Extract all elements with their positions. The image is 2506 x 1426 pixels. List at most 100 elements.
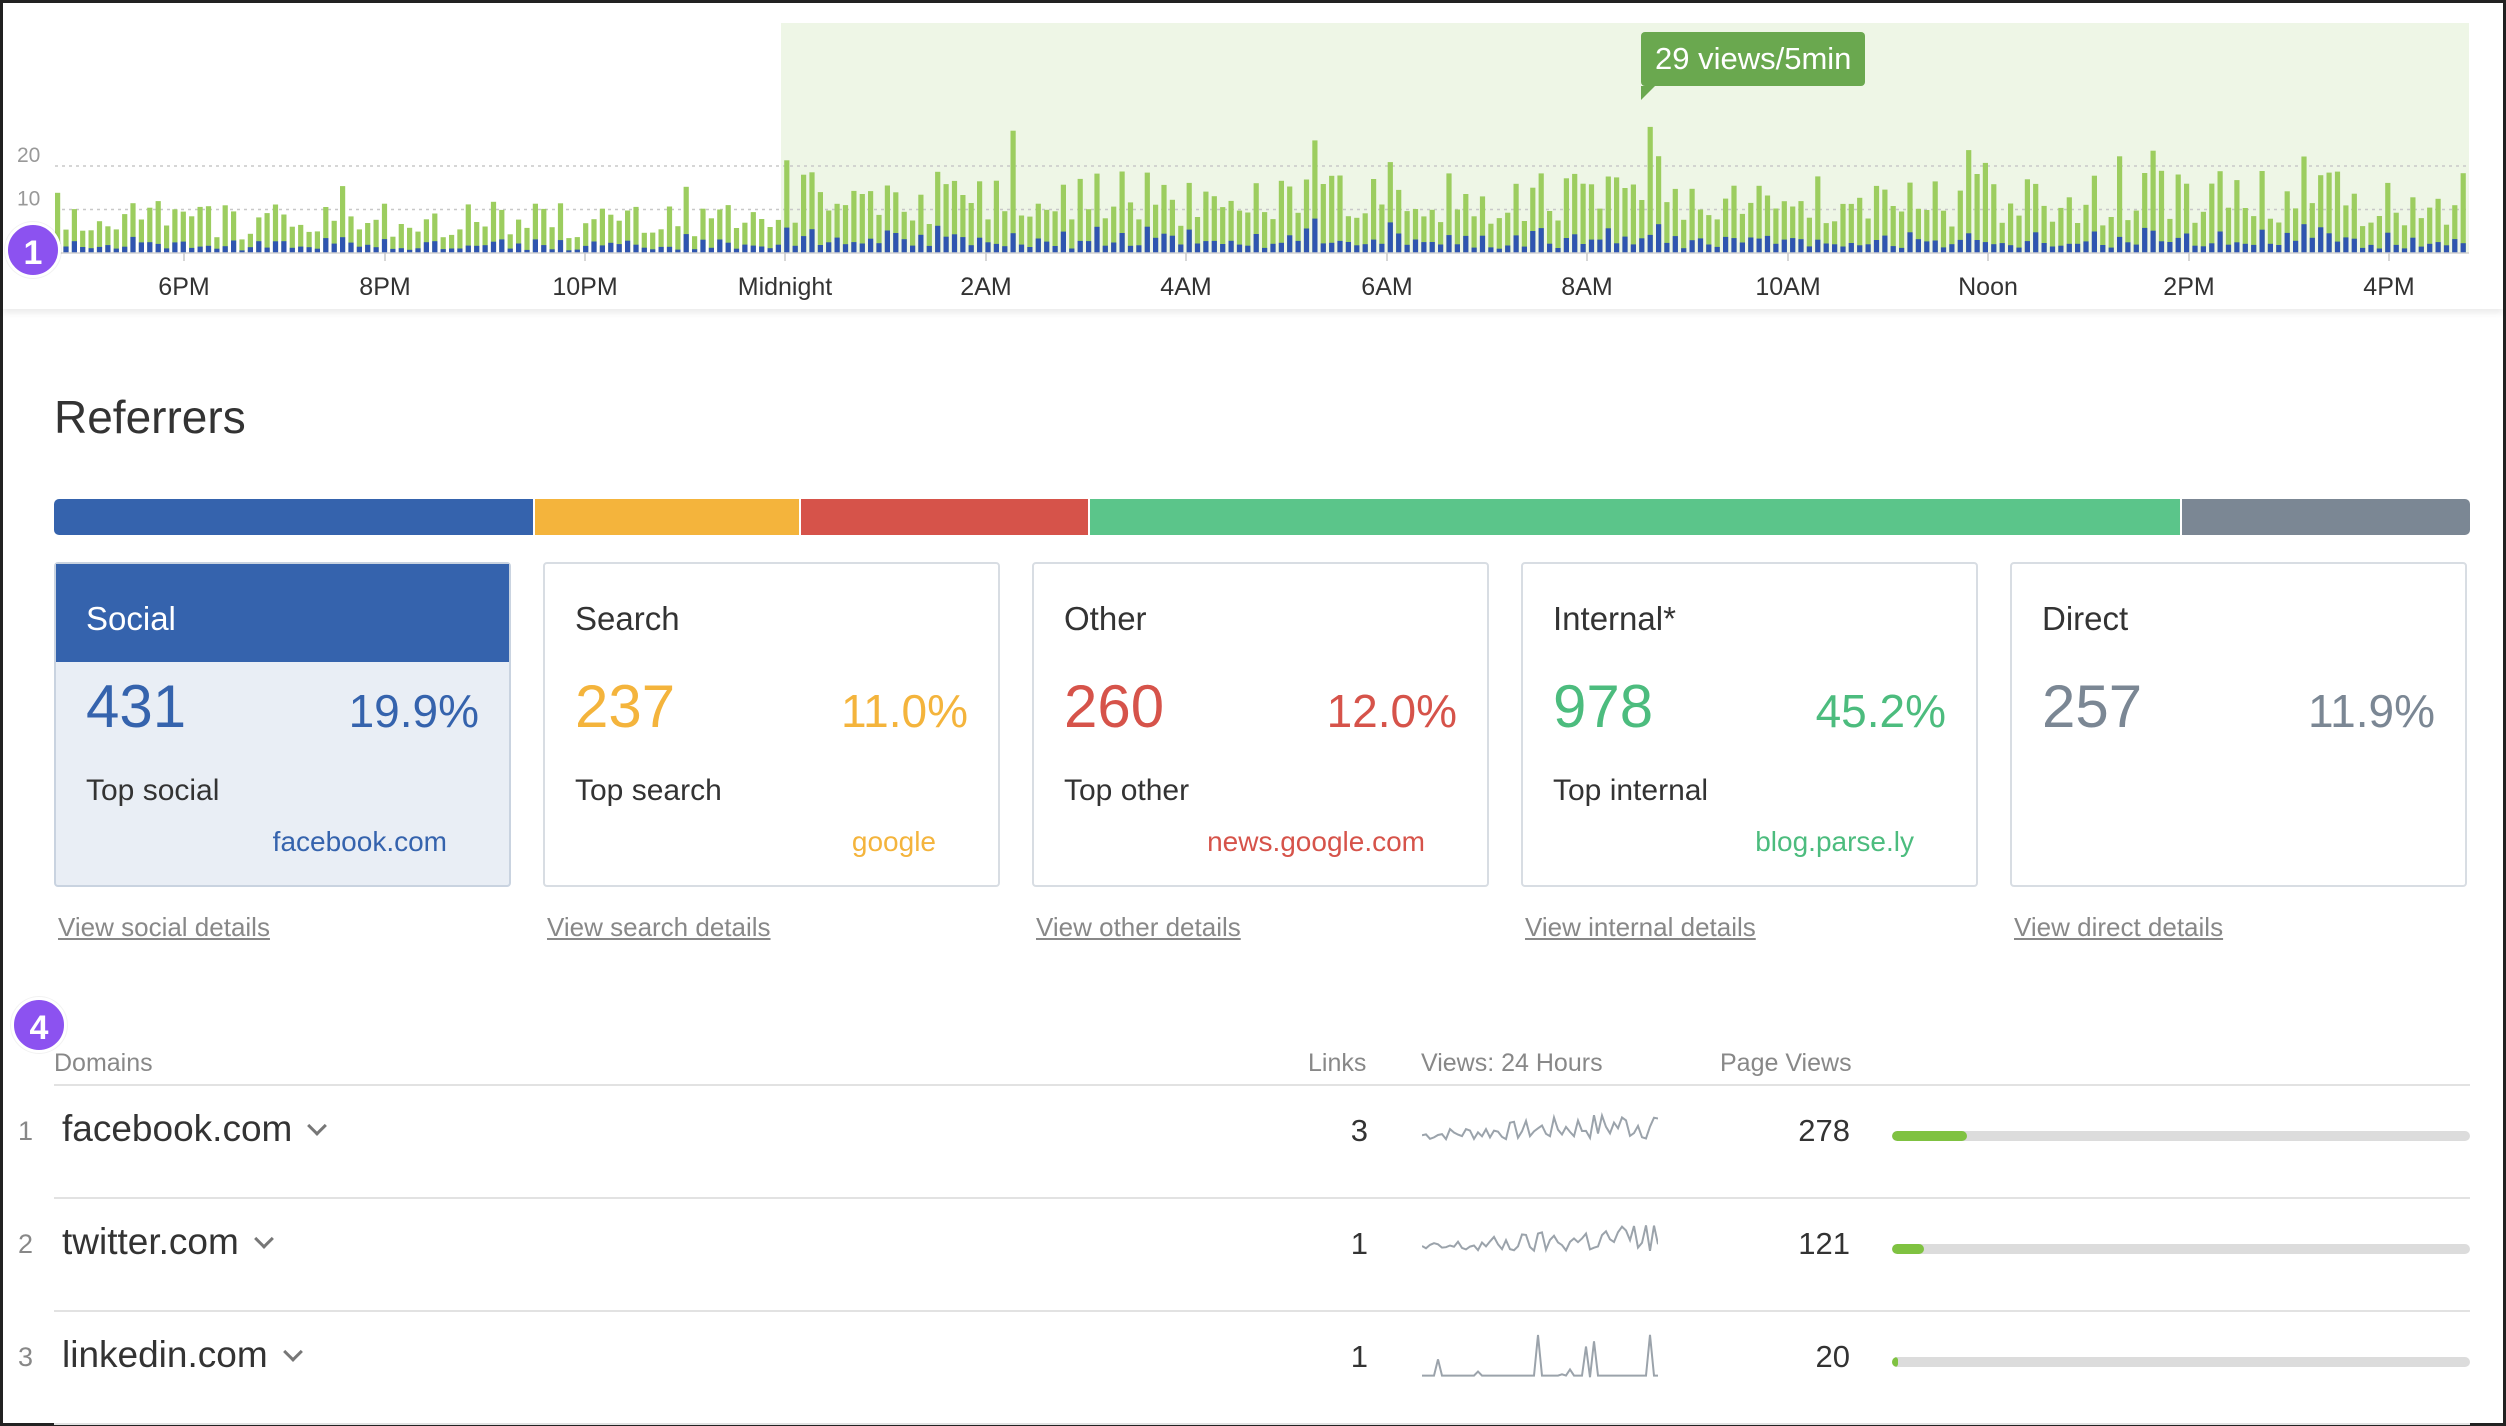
chart-bar bbox=[2301, 156, 2307, 253]
chart-bar bbox=[1714, 219, 1720, 253]
chart-bar-social bbox=[1957, 239, 1963, 253]
chart-bar-social bbox=[2452, 239, 2458, 253]
callout-badge-4: 4 bbox=[11, 997, 67, 1053]
chart-bar bbox=[868, 191, 874, 253]
chart-bar-social bbox=[2385, 232, 2391, 253]
card-top-value[interactable]: news.google.com bbox=[1207, 826, 1425, 857]
chart-bar bbox=[1421, 216, 1427, 253]
distribution-segment-social[interactable] bbox=[54, 499, 535, 535]
chart-bar bbox=[256, 217, 262, 253]
chart-bar bbox=[1547, 211, 1553, 253]
chart-bar bbox=[1270, 219, 1276, 253]
chevron-down-icon[interactable] bbox=[307, 1116, 328, 1136]
chart-bar bbox=[1630, 184, 1636, 253]
referrer-distribution-bar bbox=[54, 499, 2470, 535]
chart-bar-social bbox=[2108, 247, 2114, 253]
referrer-card-direct[interactable]: Direct 257 11.9% bbox=[2010, 562, 2467, 887]
chart-bar-social bbox=[1764, 235, 1771, 253]
distribution-segment-search[interactable] bbox=[534, 499, 801, 535]
chart-bar bbox=[507, 234, 513, 253]
row-sparkline bbox=[1422, 1112, 1658, 1142]
card-count: 260 bbox=[1064, 673, 1165, 740]
view-social-details-link[interactable]: View social details bbox=[58, 912, 270, 942]
column-header-page-views[interactable]: Page Views bbox=[1720, 1049, 1852, 1077]
chart-bar-social bbox=[516, 243, 522, 253]
chart-bar-social bbox=[1412, 239, 1419, 253]
chart-bar bbox=[1220, 207, 1226, 253]
column-header-domains[interactable]: Domains bbox=[54, 1049, 153, 1077]
chart-bar-social bbox=[1832, 244, 1838, 253]
chart-bar-social bbox=[407, 249, 413, 253]
chart-bar-social bbox=[750, 245, 756, 253]
chart-bar-social bbox=[474, 245, 480, 253]
referrer-card-social[interactable]: Social 431 19.9% Top social facebook.com bbox=[54, 562, 511, 887]
chart-bar bbox=[1245, 212, 1251, 253]
chart-bar bbox=[583, 223, 589, 253]
row-domain[interactable]: facebook.com bbox=[62, 1108, 328, 1150]
chart-bar-social bbox=[910, 245, 916, 253]
chart-bar-social bbox=[1932, 240, 1938, 253]
chart-bar-social bbox=[2393, 244, 2399, 253]
chart-bar bbox=[666, 206, 673, 253]
chart-bar-social bbox=[1194, 243, 1201, 253]
referrer-card-other[interactable]: Other 260 12.0% Top other news.google.com bbox=[1032, 562, 1489, 887]
view-internal-details-link[interactable]: View internal details bbox=[1525, 912, 1756, 942]
column-header-views24[interactable]: Views: 24 Hours bbox=[1421, 1049, 1603, 1077]
chart-bar-social bbox=[717, 239, 723, 253]
view-direct-details-link[interactable]: View direct details bbox=[2014, 912, 2224, 942]
chart-bar-social bbox=[641, 247, 647, 253]
chart-bar-social bbox=[298, 246, 304, 253]
chart-bar-social bbox=[1471, 247, 1477, 253]
referrer-card-internal[interactable]: Internal* 978 45.2% Top internal blog.parse.… bbox=[1521, 562, 1978, 887]
view-search-details-link[interactable]: View search details bbox=[547, 912, 771, 942]
chart-bar bbox=[1002, 211, 1008, 253]
chart-bar-social bbox=[2091, 231, 2097, 253]
chart-bar-social bbox=[272, 241, 279, 253]
chart-bar-social bbox=[2075, 243, 2081, 253]
chart-bar-social bbox=[214, 248, 220, 253]
chart-bar bbox=[1329, 175, 1335, 253]
card-top-value[interactable]: google bbox=[851, 826, 936, 857]
distribution-segment-direct[interactable] bbox=[2182, 499, 2470, 535]
chevron-down-icon[interactable] bbox=[253, 1229, 274, 1249]
table-row[interactable]: 2 twitter.com 1 121 bbox=[0, 1199, 2506, 1312]
chart-bar-social bbox=[566, 250, 572, 253]
card-percent: 11.9% bbox=[2307, 685, 2435, 737]
table-row[interactable]: 3 linkedin.com 1 20 bbox=[0, 1312, 2506, 1425]
chart-bar bbox=[2276, 222, 2282, 253]
chart-bar bbox=[1069, 219, 1075, 253]
chart-bar-social bbox=[683, 234, 689, 253]
distribution-segment-internal[interactable] bbox=[1090, 499, 2183, 535]
card-top-value[interactable]: blog.parse.ly bbox=[1755, 826, 1914, 857]
chart-bar-social bbox=[1739, 242, 1745, 253]
chart-bar bbox=[1060, 184, 1066, 253]
referrer-card-search[interactable]: Search 237 11.0% Top search google bbox=[543, 562, 1000, 887]
chart-bar bbox=[1781, 201, 1787, 253]
chart-bar-social bbox=[675, 249, 681, 253]
chevron-down-icon[interactable] bbox=[282, 1342, 303, 1362]
chart-bar-social bbox=[1731, 238, 1737, 253]
row-domain[interactable]: linkedin.com bbox=[62, 1334, 303, 1376]
chart-bar bbox=[2351, 193, 2357, 253]
domain-name: facebook.com bbox=[62, 1108, 293, 1149]
chart-bar bbox=[1706, 215, 1712, 253]
chart-bar-social bbox=[1186, 229, 1192, 253]
card-top-value[interactable]: facebook.com bbox=[272, 826, 447, 857]
views-bar-chart[interactable]: 20 10 6PM 8PM 10PM Midnight 2AM 4AM 6AM 8AM 10AM No… bbox=[3, 3, 2503, 309]
chart-bar-social bbox=[1303, 228, 1310, 253]
x-tick-label: 10PM bbox=[552, 273, 617, 301]
chart-bar bbox=[2008, 203, 2014, 253]
distribution-segment-other[interactable] bbox=[800, 499, 1091, 535]
chart-bar bbox=[910, 220, 916, 253]
table-row[interactable]: 1 facebook.com 3 278 bbox=[0, 1086, 2506, 1199]
chart-bar-social bbox=[918, 234, 924, 253]
row-domain[interactable]: twitter.com bbox=[62, 1221, 274, 1263]
chart-bar-social bbox=[1111, 242, 1117, 253]
chart-bar bbox=[2225, 207, 2232, 253]
chart-bar-social bbox=[222, 246, 228, 253]
chart-bar bbox=[2066, 197, 2072, 253]
chart-bar bbox=[1454, 209, 1460, 253]
chart-bar-social bbox=[1966, 233, 1972, 253]
view-other-details-link[interactable]: View other details bbox=[1036, 912, 1241, 942]
column-header-links[interactable]: Links bbox=[1308, 1049, 1367, 1077]
